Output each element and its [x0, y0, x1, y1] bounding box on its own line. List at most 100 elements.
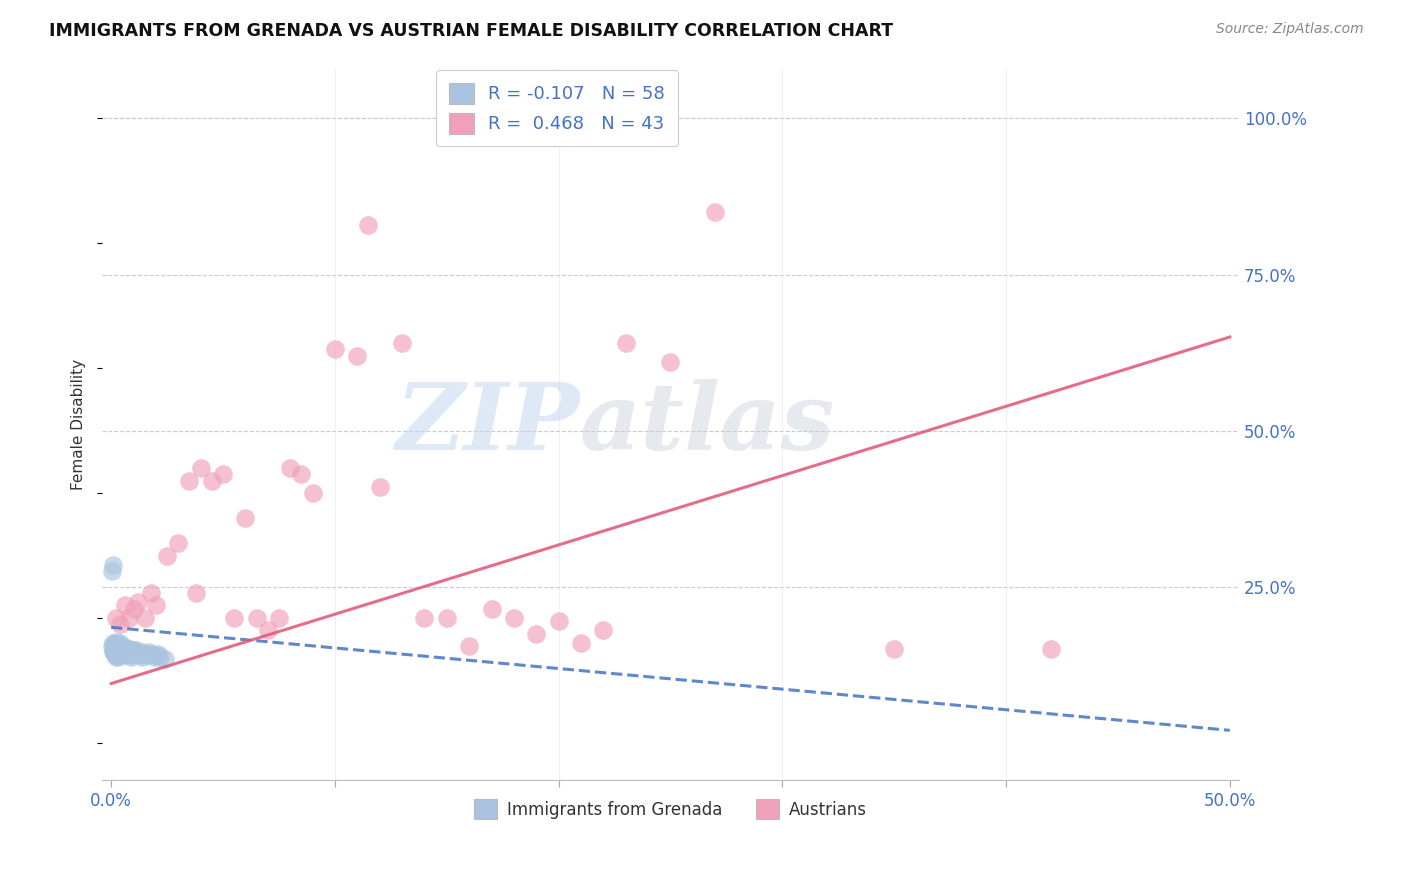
Point: [111, 643, 134, 657]
Point: [118, 611, 141, 625]
Point: [104, 647, 127, 661]
Point: [120, 645, 142, 659]
Point: [436, 611, 458, 625]
Point: [134, 611, 156, 625]
Legend: Immigrants from Grenada, Austrians: Immigrants from Grenada, Austrians: [467, 793, 875, 825]
Point: [107, 649, 129, 664]
Point: [883, 642, 905, 657]
Point: [245, 611, 267, 625]
Point: [129, 648, 152, 663]
Point: [114, 648, 136, 663]
Point: [481, 601, 503, 615]
Point: [114, 642, 136, 657]
Point: [659, 355, 682, 369]
Point: [569, 636, 592, 650]
Point: [235, 511, 257, 525]
Point: [134, 647, 156, 661]
Point: [125, 645, 148, 659]
Point: [704, 205, 727, 219]
Point: [153, 651, 176, 665]
Point: [107, 645, 129, 659]
Point: [256, 624, 278, 638]
Point: [103, 636, 125, 650]
Point: [524, 626, 547, 640]
Point: [502, 611, 524, 625]
Point: [111, 645, 134, 659]
Point: [104, 611, 127, 625]
Text: IMMIGRANTS FROM GRENADA VS AUSTRIAN FEMALE DISABILITY CORRELATION CHART: IMMIGRANTS FROM GRENADA VS AUSTRIAN FEMA…: [49, 22, 893, 40]
Point: [107, 640, 129, 655]
Point: [101, 643, 124, 657]
Point: [114, 599, 136, 613]
Point: [391, 336, 413, 351]
Point: [122, 643, 145, 657]
Point: [108, 647, 131, 661]
Point: [138, 645, 160, 659]
Point: [110, 643, 132, 657]
Point: [136, 648, 159, 663]
Point: [104, 649, 127, 664]
Point: [278, 461, 301, 475]
Point: [142, 649, 165, 664]
Point: [141, 647, 163, 661]
Point: [186, 586, 208, 600]
Point: [1039, 642, 1062, 657]
Point: [104, 642, 127, 657]
Point: [368, 480, 391, 494]
Point: [111, 640, 134, 655]
Point: [357, 218, 380, 232]
Point: [167, 536, 190, 550]
Point: [547, 614, 569, 628]
Point: [190, 461, 212, 475]
Point: [614, 336, 637, 351]
Point: [125, 643, 148, 657]
Point: [212, 467, 235, 482]
Point: [108, 639, 131, 653]
Point: [301, 486, 323, 500]
Point: [179, 474, 201, 488]
Point: [224, 611, 246, 625]
Text: atlas: atlas: [579, 379, 835, 469]
Point: [146, 647, 169, 661]
Point: [107, 637, 129, 651]
Point: [127, 647, 149, 661]
Point: [105, 648, 128, 663]
Point: [103, 647, 125, 661]
Text: ZIP: ZIP: [395, 379, 579, 469]
Point: [101, 639, 124, 653]
Point: [118, 642, 141, 657]
Point: [156, 549, 179, 563]
Point: [458, 639, 481, 653]
Point: [108, 636, 131, 650]
Point: [101, 564, 124, 578]
Point: [201, 474, 224, 488]
Point: [103, 558, 125, 572]
Point: [121, 648, 143, 663]
Point: [592, 624, 614, 638]
Text: Source: ZipAtlas.com: Source: ZipAtlas.com: [1216, 22, 1364, 37]
Point: [131, 649, 153, 664]
Point: [145, 648, 167, 663]
Point: [107, 643, 129, 657]
Point: [118, 645, 141, 659]
Point: [114, 645, 136, 659]
Point: [103, 637, 125, 651]
Point: [120, 647, 142, 661]
Point: [131, 645, 153, 659]
Point: [127, 595, 149, 609]
Point: [115, 640, 138, 655]
Point: [103, 645, 125, 659]
Point: [103, 640, 125, 655]
Point: [115, 643, 138, 657]
Point: [111, 647, 134, 661]
Point: [108, 617, 131, 632]
Point: [105, 639, 128, 653]
Point: [290, 467, 312, 482]
Point: [108, 648, 131, 663]
Y-axis label: Female Disability: Female Disability: [72, 359, 86, 490]
Point: [267, 611, 290, 625]
Point: [145, 599, 167, 613]
Point: [141, 586, 163, 600]
Point: [115, 647, 138, 661]
Point: [111, 639, 134, 653]
